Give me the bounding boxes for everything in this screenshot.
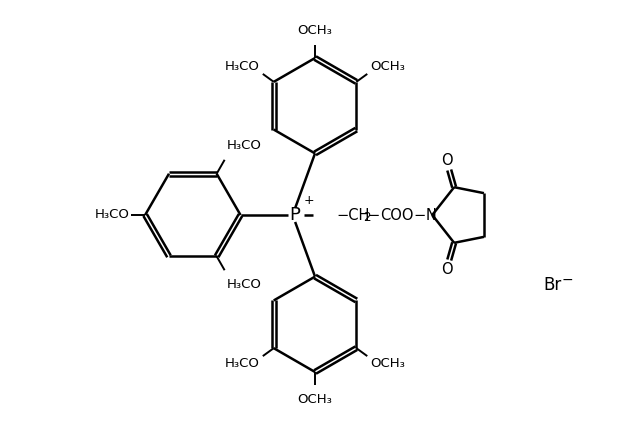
Text: H₃CO: H₃CO: [225, 60, 260, 73]
Text: −CH: −CH: [337, 207, 371, 223]
Text: H₃CO: H₃CO: [227, 139, 262, 152]
Text: −: −: [368, 207, 380, 223]
Text: H₃CO: H₃CO: [94, 207, 129, 220]
Text: OCH₃: OCH₃: [298, 393, 332, 406]
Text: N: N: [426, 207, 436, 223]
Text: H₃CO: H₃CO: [227, 278, 262, 291]
Text: COO: COO: [381, 207, 414, 223]
Text: Br: Br: [543, 275, 562, 294]
Text: P: P: [290, 206, 301, 224]
Text: O: O: [441, 262, 452, 277]
Text: OCH₃: OCH₃: [298, 24, 332, 37]
Text: OCH₃: OCH₃: [371, 60, 405, 73]
Text: H₃CO: H₃CO: [225, 357, 260, 370]
Text: −: −: [561, 273, 573, 287]
Text: −: −: [413, 207, 426, 223]
Text: +: +: [304, 194, 315, 207]
Text: 2: 2: [363, 211, 370, 224]
Text: O: O: [441, 153, 452, 168]
Text: OCH₃: OCH₃: [371, 357, 405, 370]
